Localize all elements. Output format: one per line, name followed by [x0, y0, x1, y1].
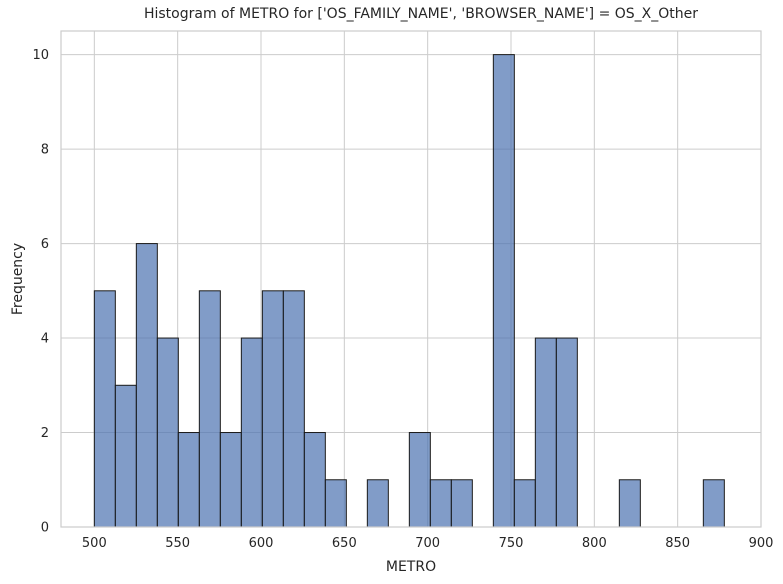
histogram-bar — [450, 479, 473, 528]
histogram-bar — [429, 479, 452, 528]
x-tick-label: 600 — [249, 536, 274, 551]
y-tick-label: 6 — [41, 237, 49, 252]
y-tick-label: 8 — [41, 143, 49, 158]
histogram-bar — [534, 337, 557, 528]
x-tick-label: 900 — [749, 536, 774, 551]
histogram-bar — [93, 290, 116, 528]
histogram-bar — [240, 337, 263, 528]
histogram-bar — [492, 54, 515, 528]
y-tick-label: 2 — [41, 426, 49, 441]
x-tick-label: 750 — [499, 536, 524, 551]
histogram-bar — [261, 290, 284, 528]
histogram-bar — [555, 337, 578, 528]
histogram-bar — [135, 243, 158, 528]
histogram-bar — [114, 384, 137, 528]
histogram-bar — [366, 479, 389, 528]
x-tick-label: 500 — [82, 536, 107, 551]
histogram-bar — [702, 479, 725, 528]
chart-title: Histogram of METRO for ['OS_FAMILY_NAME'… — [144, 6, 698, 22]
y-tick-label: 4 — [41, 332, 49, 347]
x-tick-label: 650 — [332, 536, 357, 551]
y-tick-labels: 0 2 4 6 8 10 — [32, 48, 49, 535]
histogram-bar — [177, 432, 200, 528]
histogram-bars — [93, 54, 725, 528]
plot-frame — [60, 30, 762, 528]
x-axis-label: METRO — [386, 559, 436, 575]
histogram-bar — [198, 290, 221, 528]
histogram-bar — [282, 290, 305, 528]
x-tick-label: 700 — [415, 536, 440, 551]
histogram-bar — [408, 432, 431, 528]
histogram-bar — [513, 479, 536, 528]
histogram-bar — [324, 479, 347, 528]
histogram-bar — [303, 432, 326, 528]
y-axis-label: Frequency — [10, 243, 26, 315]
x-tick-label: 550 — [165, 536, 190, 551]
x-tick-label: 800 — [582, 536, 607, 551]
x-tick-labels: 500 550 600 650 700 750 800 850 900 — [82, 536, 773, 551]
x-tick-label: 850 — [665, 536, 690, 551]
histogram-bar — [618, 479, 641, 528]
histogram-bar — [219, 432, 242, 528]
y-tick-label: 10 — [32, 48, 49, 63]
histogram-bar — [156, 337, 179, 528]
y-tick-label: 0 — [41, 521, 49, 536]
